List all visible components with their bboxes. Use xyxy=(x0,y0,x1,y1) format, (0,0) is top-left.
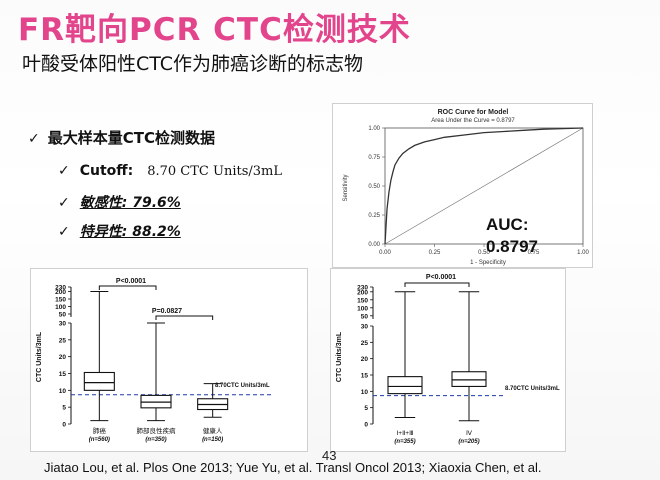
roc-diagonal-line xyxy=(384,127,584,245)
bullet-specificity: ✓ 特异性: 88.2% xyxy=(58,221,181,241)
y-tick-label: 150 xyxy=(55,297,66,304)
box-body xyxy=(83,371,115,391)
y-tick-label: 10 xyxy=(59,388,67,395)
significance-bracket xyxy=(98,285,157,290)
box1-annotation-1: P<0.0001 xyxy=(116,278,146,285)
box2-annotation-1: P<0.0001 xyxy=(426,274,456,281)
auc-label: AUC: xyxy=(486,215,529,234)
boxplot-by-group: CTC Units/3mL P<0.0001 P=0.0827 8.70CTC … xyxy=(36,278,271,443)
roc-x-tick-label: 0.00 xyxy=(379,250,391,256)
box-body xyxy=(387,376,423,395)
y-tick-label: 100 xyxy=(55,304,66,311)
roc-y-tick-label: 0.00 xyxy=(368,242,380,248)
bullet-sensitivity: ✓ 敏感性: 79.6% xyxy=(58,192,181,212)
box2-cutoff-label: 8.70CTC Units/3mL xyxy=(505,386,560,392)
category-label: 健康人 xyxy=(203,426,223,435)
auc-annotation: AUC: 0.8797 xyxy=(486,214,538,258)
checkmark-icon: ✓ xyxy=(58,224,70,240)
category-n-label: (n=150) xyxy=(202,437,223,443)
checkmark-icon: ✓ xyxy=(28,131,40,147)
y-tick-label: 200 xyxy=(357,289,368,296)
y-tick-label: 30 xyxy=(59,321,67,328)
y-tick-label: 15 xyxy=(59,371,67,378)
category-label: 肺癌 xyxy=(93,426,107,435)
auc-value: 0.8797 xyxy=(486,237,538,256)
y-tick-label: 25 xyxy=(361,340,369,347)
box2-ylabel: CTC Units/3mL xyxy=(336,331,343,382)
cutoff-label: Cutoff: xyxy=(79,163,134,179)
roc-y-tick-label: 0.75 xyxy=(368,155,380,161)
y-tick-label: 230 xyxy=(357,285,368,292)
roc-x-tick-label: 0.50 xyxy=(478,250,490,256)
box-body xyxy=(451,371,487,387)
box1-annotation-2: P=0.0827 xyxy=(152,308,182,315)
y-tick-label: 0 xyxy=(62,422,66,429)
y-tick-label: 150 xyxy=(357,297,368,304)
category-n-label: (n=205) xyxy=(458,439,479,445)
y-tick-label: 30 xyxy=(361,324,369,331)
roc-x-tick-label: 0.75 xyxy=(528,250,540,256)
y-tick-label: 50 xyxy=(361,313,369,320)
y-tick-label: 10 xyxy=(361,389,369,396)
roc-subtitle: Area Under the Curve = 0.8797 xyxy=(431,118,515,124)
y-tick-label: 5 xyxy=(364,405,368,412)
page-number: 43 xyxy=(322,448,337,463)
boxplot-panel-by-group: CTC Units/3mL P<0.0001 P=0.0827 8.70CTC … xyxy=(30,268,308,452)
boxplot-by-stage: CTC Units/3mL P<0.0001 8.70CTC Units/3mL… xyxy=(336,274,560,445)
box1-cutoff-label: 8.70CTC Units/3mL xyxy=(215,383,270,389)
slide-title: FR靶向PCR CTC检测技术 xyxy=(18,12,411,48)
bullet-main: ✓ 最大样本量CTC检测数据 xyxy=(28,127,215,148)
y-tick-label: 20 xyxy=(361,356,369,363)
bullet-main-text: 最大样本量CTC检测数据 xyxy=(47,129,215,147)
roc-title: ROC Curve for Model xyxy=(438,109,509,116)
y-tick-label: 15 xyxy=(361,373,369,380)
roc-ylabel: Sensitivity xyxy=(343,174,349,201)
y-tick-label: 200 xyxy=(55,289,66,296)
roc-curve-line xyxy=(384,127,584,245)
roc-y-tick-label: 0.50 xyxy=(368,184,380,190)
significance-bracket xyxy=(404,282,470,287)
y-tick-label: 100 xyxy=(357,305,368,312)
box1-ylabel: CTC Units/3mL xyxy=(36,331,43,382)
y-tick-label: 50 xyxy=(59,312,67,319)
checkmark-icon: ✓ xyxy=(58,163,70,179)
category-n-label: (n=355) xyxy=(394,439,415,445)
category-label: Ⅳ xyxy=(466,430,473,437)
roc-y-tick-label: 0.25 xyxy=(368,213,380,219)
checkmark-icon: ✓ xyxy=(58,195,70,211)
category-n-label: (n=560) xyxy=(89,437,110,443)
specificity-text: 特异性: 88.2% xyxy=(79,224,181,240)
bullet-cutoff: ✓ Cutoff: 8.70 CTC Units/3mL xyxy=(58,163,282,179)
y-tick-label: 5 xyxy=(62,405,66,412)
cutoff-value: 8.70 CTC Units/3mL xyxy=(147,164,283,179)
roc-chart-panel: ROC Curve for Model Area Under the Curve… xyxy=(332,103,593,268)
sensitivity-text: 敏感性: 79.6% xyxy=(79,195,181,211)
roc-chart: ROC Curve for Model Area Under the Curve… xyxy=(343,109,589,266)
y-tick-label: 20 xyxy=(59,354,67,361)
roc-x-tick-label: 1.00 xyxy=(577,250,589,256)
y-tick-label: 0 xyxy=(364,422,368,429)
boxplot-panel-by-stage: CTC Units/3mL P<0.0001 8.70CTC Units/3mL… xyxy=(330,268,566,452)
category-label: 肺部良性疾病 xyxy=(137,426,177,435)
roc-x-tick-label: 0.25 xyxy=(429,250,441,256)
y-tick-label: 25 xyxy=(59,337,67,344)
y-tick-label: 230 xyxy=(55,285,66,292)
roc-y-tick-label: 1.00 xyxy=(368,126,380,132)
significance-bracket xyxy=(155,315,214,320)
category-n-label: (n=350) xyxy=(145,437,166,443)
category-label: Ⅰ+Ⅱ+Ⅲ xyxy=(396,430,414,437)
footer-citation: Jiatao Lou, et al. Plos One 2013; Yue Yu… xyxy=(44,460,542,475)
slide-subtitle: 叶酸受体阳性CTC作为肺癌诊断的标志物 xyxy=(22,53,364,75)
roc-xlabel: 1 - Specificity xyxy=(470,260,506,266)
